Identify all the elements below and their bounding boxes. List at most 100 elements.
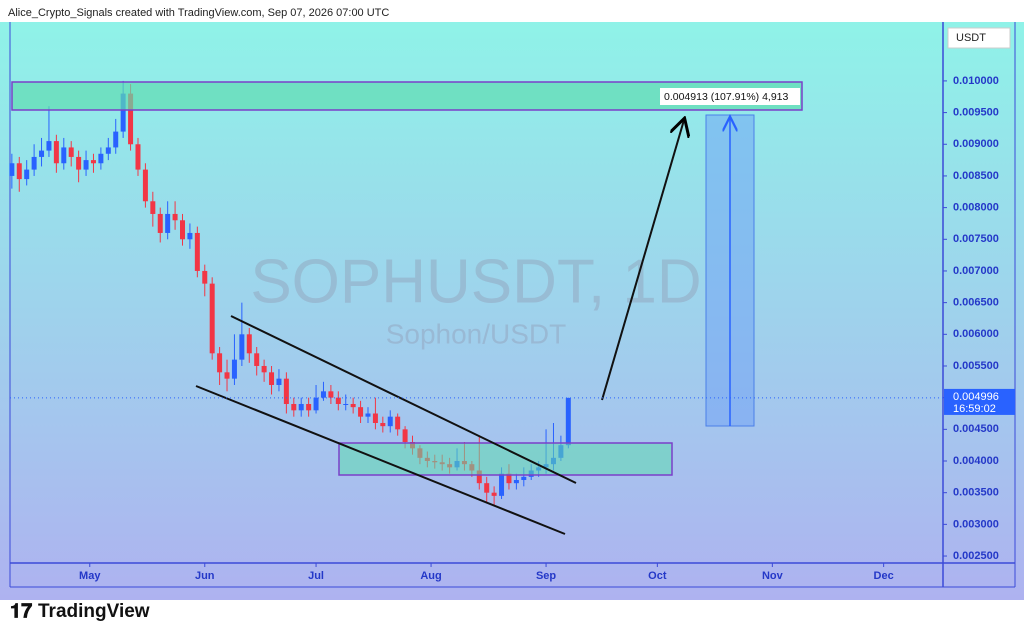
candle-body [269, 372, 275, 385]
candle-body [128, 93, 134, 145]
candle-body [194, 232, 200, 271]
candle-body [372, 413, 378, 423]
y-tick-label: 0.009500 [953, 106, 999, 118]
x-tick-label: May [79, 570, 101, 582]
candle-body [83, 160, 89, 170]
candle-body [172, 213, 178, 221]
x-tick-label: Oct [648, 570, 667, 582]
y-tick-label: 0.007500 [953, 233, 999, 245]
logo-text: TradingView [38, 601, 150, 622]
candle-body [142, 169, 148, 202]
y-tick-label: 0.003500 [953, 487, 999, 499]
candle-body [180, 220, 186, 240]
last-price-box [944, 388, 1015, 415]
candle-body [24, 169, 30, 180]
candle-body [217, 353, 223, 373]
x-tick-label: Jun [195, 570, 215, 582]
currency: USDT [956, 32, 986, 44]
candle-body [291, 403, 297, 411]
candle-body [402, 429, 408, 443]
candle-body [231, 359, 237, 379]
candle-body [499, 473, 505, 496]
y-tick-label: 0.007000 [953, 265, 999, 277]
candle-body [335, 397, 341, 404]
candle-body [135, 144, 141, 170]
target-arrow [601, 120, 684, 401]
countdown: 16:59:02 [953, 403, 996, 415]
y-tick-label: 0.002500 [953, 550, 999, 562]
y-tick-label: 0.004500 [953, 423, 999, 435]
y-tick-label: 0.006500 [953, 297, 999, 309]
watermark-subtitle: Sophon/USDT [386, 318, 567, 349]
candle-body [120, 93, 126, 132]
y-tick-label: 0.008500 [953, 170, 999, 182]
candle-body [298, 403, 304, 411]
y-tick-label: 0.008000 [953, 202, 999, 214]
candle-body [165, 213, 171, 233]
candle-body [513, 480, 519, 484]
candle-body [343, 403, 349, 405]
y-tick-label: 0.009000 [953, 138, 999, 150]
candle-body [387, 416, 393, 427]
candle-body [358, 407, 364, 417]
x-tick-label: Jul [308, 570, 324, 582]
watermark-title: SOPHUSDT, 1D [250, 247, 701, 316]
x-tick-label: Aug [420, 570, 441, 582]
currency-box [947, 27, 1011, 49]
candle-body [246, 334, 252, 354]
measure-label: 0.004913 (107.91%) 4,913 [664, 91, 789, 103]
candle-body [150, 201, 156, 214]
candle-body [68, 147, 74, 157]
channel-upper [230, 315, 577, 484]
measure-box [660, 88, 800, 105]
x-tick-label: Dec [874, 570, 894, 582]
x-tick-label: Nov [762, 570, 784, 582]
candle-body [506, 473, 512, 484]
y-tick-label: 0.005500 [953, 360, 999, 372]
candle-body [224, 372, 230, 379]
candle-body [202, 270, 208, 284]
last-price-label: 0.004996 [953, 391, 999, 403]
candle-body [365, 413, 371, 417]
candle-body [320, 391, 326, 398]
candle-body [328, 391, 334, 398]
logo-mark: 𝟏𝟕 [10, 600, 32, 622]
candle-body [521, 476, 527, 481]
y-tick-label: 0.006000 [953, 328, 999, 340]
candle-body [565, 397, 571, 446]
candles [9, 80, 571, 506]
candle-body [209, 283, 215, 354]
candle-body [476, 470, 482, 484]
candle-body [39, 150, 45, 157]
candle-body [239, 334, 245, 360]
candle-body [61, 147, 67, 164]
candle-body [283, 378, 289, 404]
candle-body [395, 416, 401, 430]
y-tick-label: 0.003000 [953, 518, 999, 530]
candle-body [46, 141, 52, 151]
header-text: Alice_Crypto_Signals created with Tradin… [8, 7, 389, 19]
y-tick-label: 0.010000 [953, 75, 999, 87]
candle-body [276, 378, 282, 385]
candle-body [53, 141, 59, 164]
candle-body [484, 483, 490, 493]
candle-body [157, 213, 163, 233]
y-tick-label: 0.004000 [953, 455, 999, 467]
candle-body [187, 232, 193, 240]
header-bar [0, 0, 1024, 22]
x-tick-label: Sep [536, 570, 556, 582]
candle-body [76, 156, 82, 170]
candle-body [261, 365, 267, 373]
candle-body [31, 156, 37, 170]
footer-bar [0, 600, 1024, 638]
candle-body [90, 160, 96, 164]
candle-body [98, 153, 104, 164]
candle-body [350, 403, 356, 408]
candle-body [16, 163, 22, 180]
candle-body [313, 397, 319, 411]
candle-body [491, 492, 497, 496]
candle-body [306, 403, 312, 411]
candle-body [254, 353, 260, 366]
